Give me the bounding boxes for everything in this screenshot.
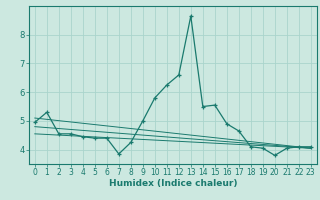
X-axis label: Humidex (Indice chaleur): Humidex (Indice chaleur) (108, 179, 237, 188)
